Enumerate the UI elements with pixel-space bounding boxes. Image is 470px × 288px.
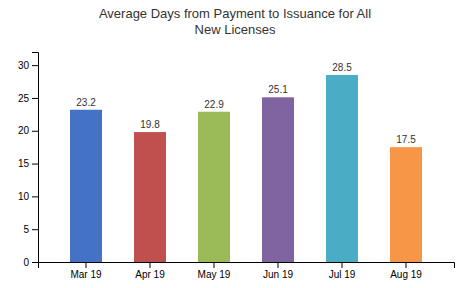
y-tick: 0 [23,257,38,268]
bars [70,75,422,262]
x-tick-mark [406,262,407,268]
y-tick-label: 20 [18,125,30,136]
y-tick: 20 [18,125,38,136]
y-tick: 30 [18,60,38,71]
x-tick-label: Mar 19 [70,269,102,280]
data-label: 19.8 [140,119,160,130]
y-tick: 5 [23,224,38,235]
x-tick: Jul 19 [329,262,356,280]
y-tick-label: 10 [18,191,30,202]
data-label: 17.5 [396,134,416,145]
bar [134,132,166,262]
x-tick-label: Jul 19 [329,269,356,280]
bar [262,97,294,262]
title: Average Days from Payment to Issuance fo… [99,6,371,37]
y-tick-mark [32,196,38,197]
x-axis-line [39,263,455,269]
y-tick-label: 0 [23,257,29,268]
title-line: Average Days from Payment to Issuance fo… [99,6,371,21]
x-tick: May 19 [198,262,231,280]
y-tick-label: 5 [23,224,29,235]
x-tick-mark [214,262,215,268]
x-axis: Mar 19 Apr 19 May 19 Jun 19 Jul 19 Aug 19 [39,262,455,280]
bar [198,112,230,262]
bar [70,110,102,262]
title-line: New Licenses [195,22,276,37]
x-tick-label: Jun 19 [263,269,293,280]
y-tick-mark [32,164,38,165]
y-tick-mark [32,229,38,230]
y-tick-label: 30 [18,60,30,71]
y-axis-line [32,53,39,263]
chart: Average Days from Payment to Issuance fo… [0,0,470,288]
x-tick-mark [86,262,87,268]
bar [326,75,358,262]
x-tick: Aug 19 [390,262,422,280]
y-tick-mark [32,262,38,263]
plot: 0 5 10 15 20 25 30 Mar 19 Apr 19 May 19 Jun 19 Jul … [18,53,455,281]
y-tick-label: 15 [18,158,30,169]
y-tick-mark [32,131,38,132]
x-tick-label: Aug 19 [390,269,422,280]
y-tick: 15 [18,158,38,169]
y-tick: 10 [18,191,38,202]
data-label: 23.2 [76,97,96,108]
x-tick-label: May 19 [198,269,231,280]
y-tick-mark [32,65,38,66]
x-tick: Jun 19 [263,262,293,280]
data-labels: 23.2 19.8 22.9 25.1 28.5 17.5 [76,62,416,145]
x-tick: Apr 19 [135,262,165,280]
x-tick: Mar 19 [70,262,102,280]
data-label: 28.5 [332,62,352,73]
bar [390,147,422,262]
data-label: 22.9 [204,99,224,110]
y-tick: 25 [18,93,38,104]
x-tick-mark [342,262,343,268]
data-label: 25.1 [268,84,288,95]
x-tick-mark [278,262,279,268]
y-tick-label: 25 [18,93,30,104]
y-axis: 0 5 10 15 20 25 30 [18,53,39,268]
x-tick-label: Apr 19 [135,269,165,280]
y-tick-mark [32,98,38,99]
x-tick-mark [150,262,151,268]
